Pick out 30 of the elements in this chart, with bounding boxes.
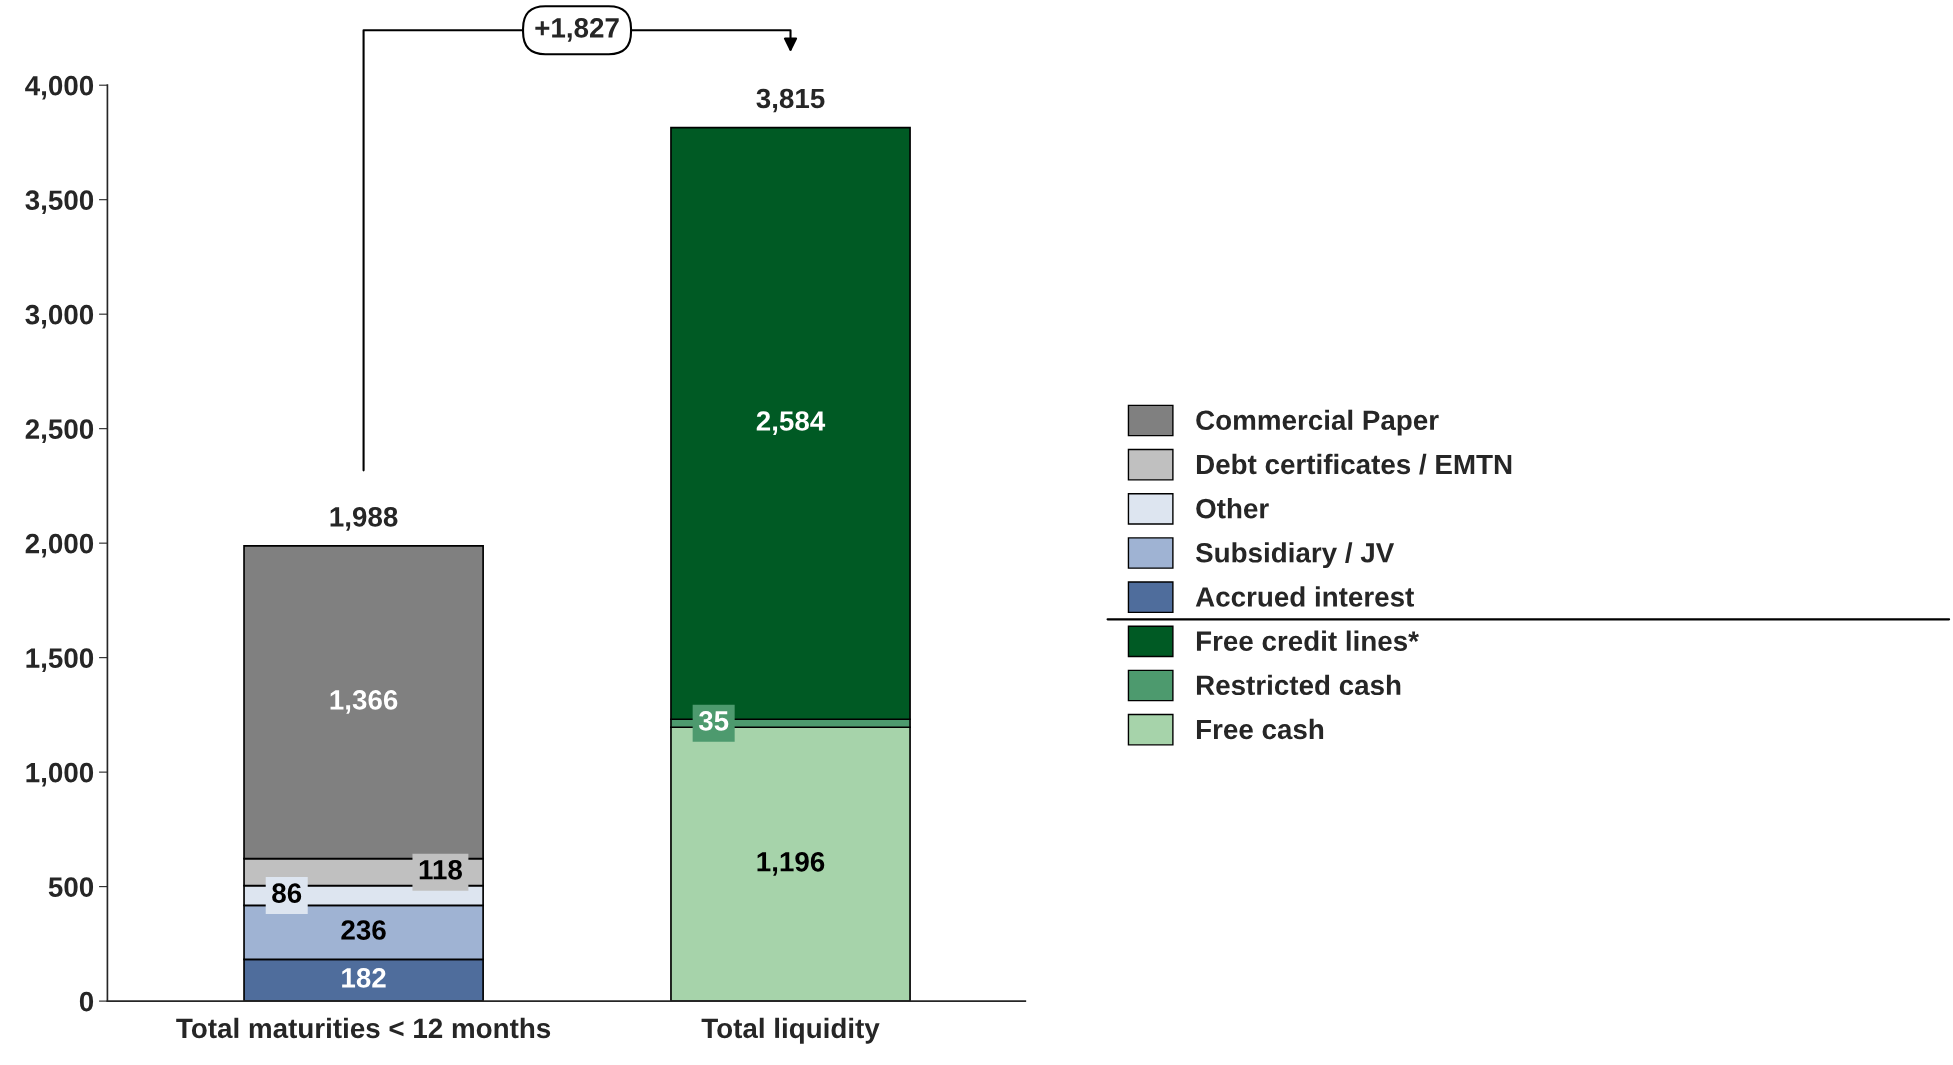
data-label: 236 [341,920,386,940]
legend-label: Accrued interest [1195,586,1414,607]
y-tick-label: 2,500 [25,419,94,444]
legend-label: Debt certificates / EMTN [1196,453,1512,475]
y-tick-label: 1,500 [26,648,94,672]
data-label: 1,366 [330,690,398,714]
total-label: 1,988 [330,507,398,531]
y-tick-label: 2,000 [25,533,94,558]
y-tick-label: 500 [48,877,94,897]
legend-label: Other [1196,498,1269,519]
data-label: 86 [272,883,302,903]
y-tick-label: 1,000 [26,762,94,787]
y-tick-label: 0 [79,991,94,1012]
data-label: 2,584 [756,411,826,435]
y-tick-label: 3,000 [25,304,94,329]
legend-label: Free cash [1196,718,1324,740]
legend-label: Restricted cash [1196,674,1401,696]
total-label: 3,815 [756,88,825,113]
x-tick-label: Total maturities < 12 months [176,1017,551,1039]
legend-label: Commercial Paper [1196,409,1439,436]
y-tick-label: 3,500 [25,190,94,215]
text: +1,827 [535,18,619,42]
data-label: 35 [698,711,729,731]
data-label: 1,196 [757,851,825,876]
data-label: 182 [342,968,386,988]
data-label: 118 [419,859,462,880]
x-tick-label: Total liquidity [701,1017,880,1044]
legend-label: Free credit lines* [1196,630,1419,651]
y-tick-label: 4,000 [25,75,94,100]
legend-label: Subsidiary / JV [1195,542,1395,569]
